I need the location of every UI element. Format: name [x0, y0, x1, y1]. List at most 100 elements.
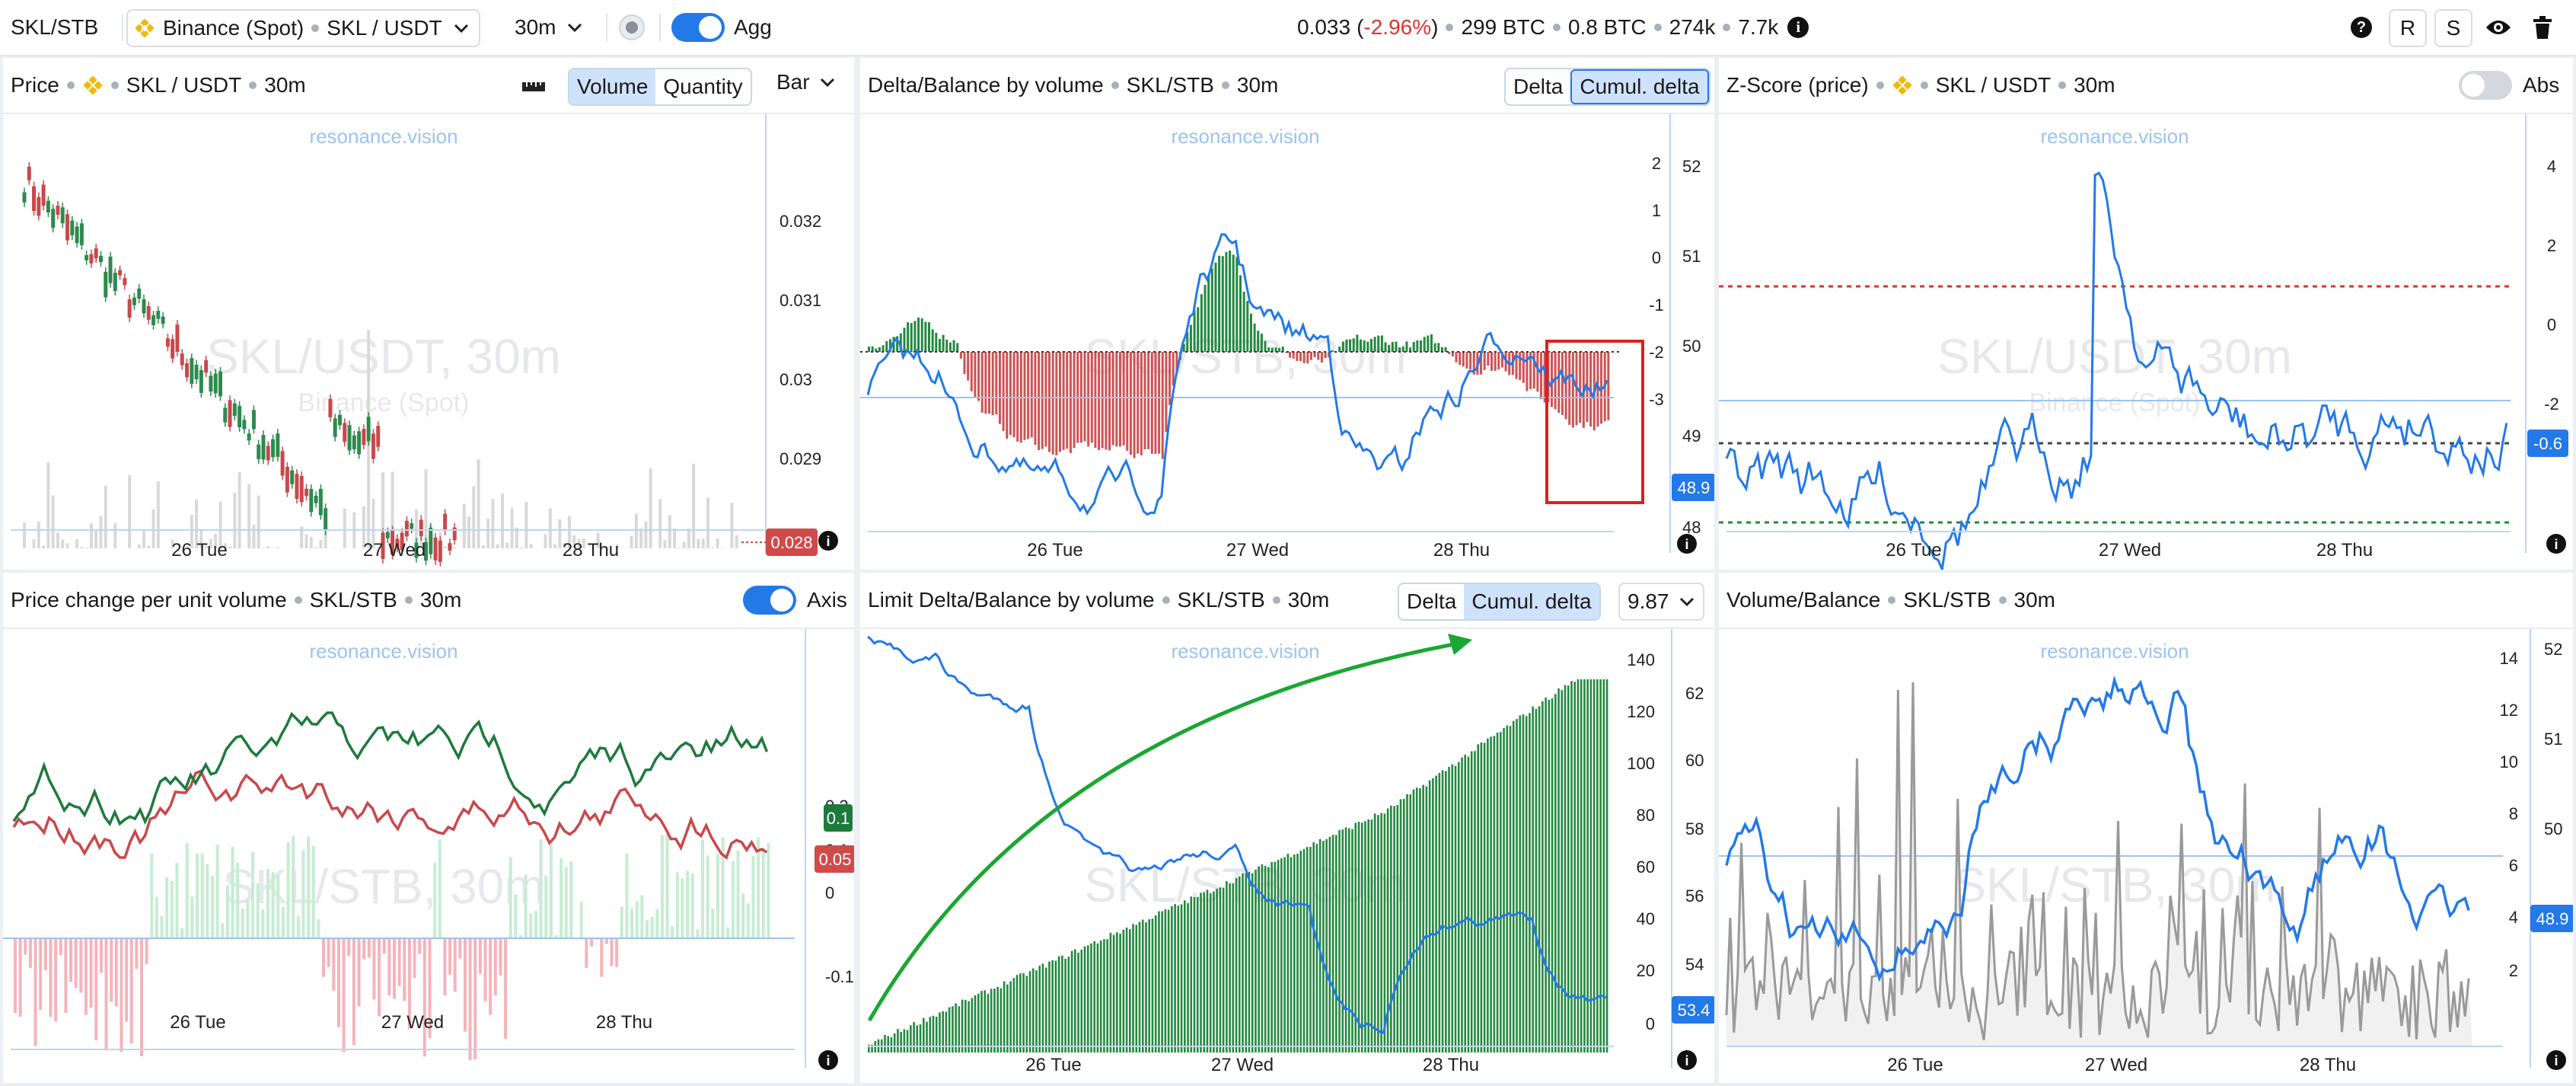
cumulative-bar [964, 999, 967, 1052]
price-panel: Price SKL / USDT 30m Volume Quantity Bar… [3, 58, 854, 570]
cumulative-bar [929, 1017, 932, 1052]
cumulative-bar [1219, 887, 1222, 1052]
cumulative-bar [1028, 971, 1031, 1052]
candle-body [328, 399, 333, 417]
tab-delta[interactable]: Delta [1407, 589, 1457, 613]
ratio-bar [453, 938, 457, 992]
zscore-chart[interactable]: resonance.vision SKL/USDT, 30m Binance (Sp… [1719, 114, 2573, 570]
volume-bar [644, 521, 648, 548]
volume-btc-2: 0.8 BTC [1567, 15, 1647, 39]
info-icon[interactable]: i [1787, 17, 1809, 38]
y-left-tick-label: 120 [1627, 702, 1655, 721]
delta-bar [1281, 347, 1284, 352]
chevron-down-icon [454, 24, 468, 34]
interval-select[interactable]: 30m [515, 0, 583, 55]
s-button[interactable]: S [2434, 9, 2472, 47]
delta-bar [1278, 348, 1281, 352]
ratio-bar [746, 903, 750, 938]
panel-title: Limit Delta/Balance by volume [868, 588, 1155, 612]
cumulative-bar [913, 1022, 915, 1052]
delta-bar [1285, 352, 1288, 353]
volume-bar [596, 532, 600, 548]
ratio-bar [236, 862, 240, 938]
tab-quantity[interactable]: Quantity [663, 75, 743, 98]
tab-cumul-delta[interactable]: Cumul. delta [1570, 69, 1709, 104]
ratio-bar [79, 938, 83, 993]
cumulative-bar [1019, 973, 1022, 1052]
background-title: SKL/USDT, 30m [206, 329, 561, 384]
cumulative-bar [919, 1024, 922, 1052]
trend-arrow [867, 640, 1462, 1022]
ratio-bar [686, 870, 690, 938]
cumulative-bar [1044, 967, 1047, 1052]
cumulative-bar [1235, 878, 1238, 1052]
delta-bar [1186, 331, 1189, 352]
volume-bar [362, 506, 365, 548]
axis-toggle[interactable]: Axis [743, 586, 847, 615]
ruler-icon[interactable] [521, 76, 547, 94]
cumulative-bar [1554, 694, 1557, 1052]
cumulative-bar [1309, 846, 1312, 1052]
help-button[interactable]: ? [2351, 0, 2372, 55]
tab-volume[interactable]: Volume [569, 69, 656, 104]
candle-body [127, 299, 132, 318]
volume-bar [199, 530, 203, 548]
ratio-bar [357, 938, 361, 1007]
record-button[interactable] [618, 0, 646, 55]
cumulative-bar [1351, 829, 1353, 1052]
toggle-switch[interactable] [2459, 71, 2512, 100]
exchange-symbol-select[interactable]: Binance (Spot) SKL / USDT [126, 9, 480, 47]
toggle-switch[interactable] [743, 586, 796, 615]
cumulative-bar [1090, 943, 1092, 1052]
tab-cumul-delta[interactable]: Cumul. delta [1464, 584, 1599, 619]
threshold-select[interactable]: 9.87 [1618, 583, 1704, 621]
y-left-tick-label: 2 [2509, 961, 2518, 980]
cumulative-bar [1328, 836, 1331, 1052]
cumulative-bar [1312, 842, 1315, 1052]
r-button[interactable]: R [2389, 9, 2427, 47]
candle-body [280, 451, 285, 476]
abs-toggle[interactable]: Abs [2459, 71, 2559, 100]
candle-body [165, 338, 170, 347]
candle-body [443, 513, 448, 531]
delta-bar [1302, 352, 1306, 364]
limit-delta-mode-switch[interactable]: Delta Cumul. delta [1398, 583, 1601, 621]
candle-body [213, 373, 218, 394]
agg-toggle[interactable]: Agg [671, 0, 772, 55]
delete-button[interactable] [2532, 0, 2553, 55]
cumulative-bar [1325, 838, 1328, 1052]
delta-mode-switch[interactable]: Delta Cumul. delta [1504, 68, 1710, 106]
volume-bar [228, 547, 232, 548]
delta-bar [896, 336, 899, 352]
tab-delta[interactable]: Delta [1513, 75, 1564, 98]
delta-bar [1235, 257, 1239, 352]
cumulative-bar [952, 1006, 954, 1052]
delta-bar [875, 348, 878, 352]
candle-body [41, 184, 46, 206]
volume-bar [544, 534, 547, 548]
threshold-value: 9.87 [1628, 589, 1669, 613]
y-left-tick-label: 8 [2509, 804, 2518, 823]
volume-quantity-switch[interactable]: Volume Quantity [568, 68, 752, 106]
volume-bar [156, 481, 160, 548]
cumulative-bar [1264, 865, 1267, 1052]
price-chart[interactable]: resonance.vision SKL/USDT, 30m Binance (Sp… [3, 114, 854, 570]
cumulative-bar [1522, 714, 1525, 1052]
cumulative-bar [1399, 799, 1402, 1052]
delta-bar [963, 352, 966, 375]
toggle-switch[interactable] [671, 13, 725, 42]
visibility-button[interactable] [2485, 0, 2512, 55]
cumulative-bar [1213, 891, 1215, 1052]
x-tick-label: 26 Tue [1027, 540, 1082, 561]
cumulative-bar [1360, 822, 1363, 1052]
volume-balance-chart[interactable]: resonance.vision SKL/STB, 30m 14 12 10 8 6 4 2 52… [1719, 629, 2573, 1083]
cumulative-bar [1012, 978, 1015, 1052]
ratio-bar [675, 872, 679, 938]
candle-body [324, 508, 328, 531]
ratio-bar [266, 869, 269, 938]
chart-type-select[interactable]: Bar [776, 70, 836, 94]
cumulative-bar [990, 989, 993, 1052]
